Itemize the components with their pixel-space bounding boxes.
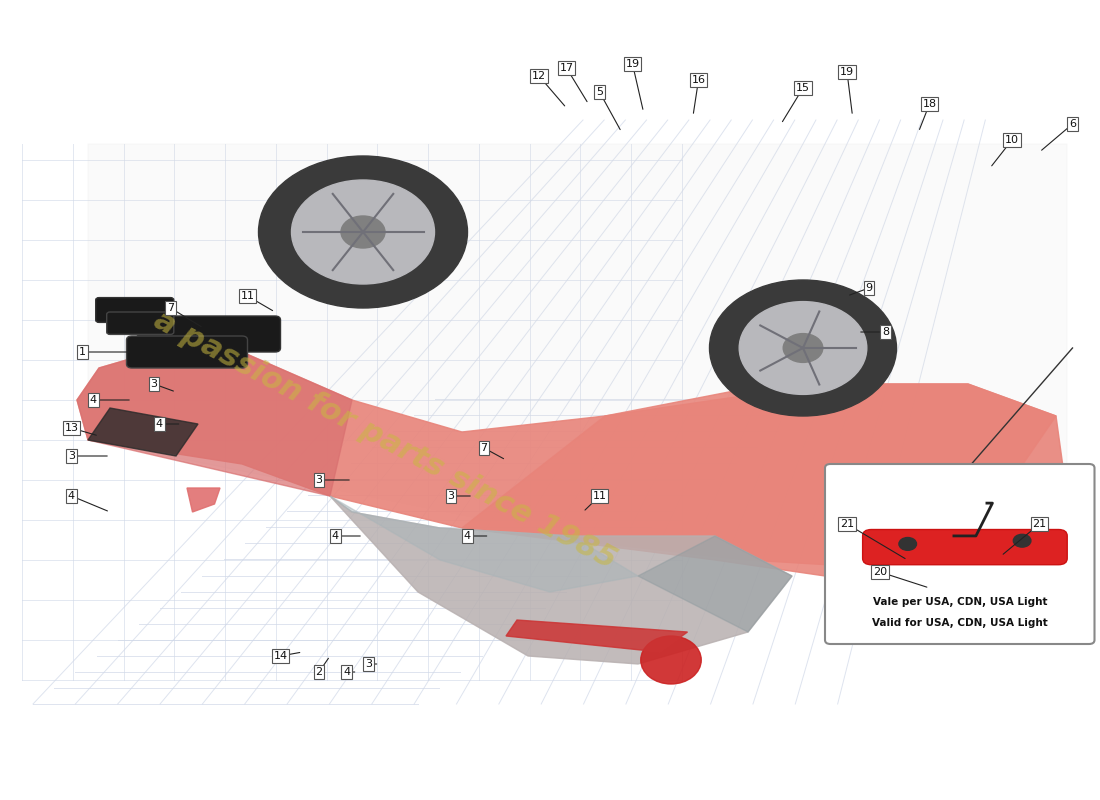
Text: 18: 18 — [923, 99, 936, 109]
FancyBboxPatch shape — [96, 298, 174, 322]
FancyBboxPatch shape — [138, 316, 280, 352]
Text: 21: 21 — [840, 519, 854, 529]
Text: 4: 4 — [464, 531, 471, 541]
Text: 4: 4 — [68, 491, 75, 501]
Text: 3: 3 — [365, 659, 372, 669]
Ellipse shape — [896, 546, 940, 590]
Text: 7: 7 — [167, 303, 174, 313]
Text: 14: 14 — [274, 651, 287, 661]
Circle shape — [341, 216, 385, 248]
Polygon shape — [88, 144, 1067, 576]
Circle shape — [292, 180, 434, 284]
Text: 4: 4 — [332, 531, 339, 541]
Polygon shape — [330, 496, 638, 592]
Text: a passion for parts since 1985: a passion for parts since 1985 — [148, 306, 622, 574]
Text: 11: 11 — [593, 491, 606, 501]
Polygon shape — [77, 352, 352, 496]
Text: 7: 7 — [481, 443, 487, 453]
Text: 11: 11 — [241, 291, 254, 301]
Ellipse shape — [640, 636, 702, 684]
Text: 21: 21 — [1033, 519, 1046, 529]
Text: 20: 20 — [873, 567, 887, 577]
Circle shape — [899, 538, 916, 550]
FancyBboxPatch shape — [107, 312, 174, 334]
Text: 17: 17 — [560, 63, 573, 73]
Polygon shape — [506, 620, 688, 652]
Text: 10: 10 — [1005, 135, 1019, 145]
Circle shape — [783, 334, 823, 362]
Polygon shape — [88, 408, 198, 456]
Text: 4: 4 — [90, 395, 97, 405]
Text: 12: 12 — [532, 71, 546, 81]
Circle shape — [710, 280, 896, 416]
Text: 4: 4 — [343, 667, 350, 677]
Polygon shape — [77, 352, 1067, 576]
Text: 13: 13 — [65, 423, 78, 433]
Circle shape — [258, 156, 468, 308]
Circle shape — [739, 302, 867, 394]
Text: 2: 2 — [316, 667, 322, 677]
Text: 5: 5 — [596, 87, 603, 97]
Text: 3: 3 — [316, 475, 322, 485]
Text: 1: 1 — [79, 347, 86, 357]
Text: 3: 3 — [151, 379, 157, 389]
Polygon shape — [330, 496, 792, 664]
Text: 3: 3 — [448, 491, 454, 501]
Ellipse shape — [1013, 514, 1055, 558]
Text: 15: 15 — [796, 83, 810, 93]
Text: 8: 8 — [882, 327, 889, 337]
Text: Valid for USA, CDN, USA Light: Valid for USA, CDN, USA Light — [872, 618, 1047, 628]
FancyBboxPatch shape — [862, 530, 1067, 565]
Circle shape — [1013, 534, 1031, 547]
Text: 16: 16 — [692, 75, 705, 85]
Polygon shape — [462, 384, 1056, 576]
Text: 4: 4 — [156, 419, 163, 429]
Text: 6: 6 — [1069, 119, 1076, 129]
FancyBboxPatch shape — [126, 336, 248, 368]
Polygon shape — [187, 488, 220, 512]
Text: 19: 19 — [626, 59, 639, 69]
Text: 3: 3 — [68, 451, 75, 461]
FancyBboxPatch shape — [825, 464, 1094, 644]
Text: Vale per USA, CDN, USA Light: Vale per USA, CDN, USA Light — [872, 597, 1047, 607]
Polygon shape — [638, 536, 792, 632]
Text: 19: 19 — [840, 67, 854, 77]
Text: 9: 9 — [866, 283, 872, 293]
